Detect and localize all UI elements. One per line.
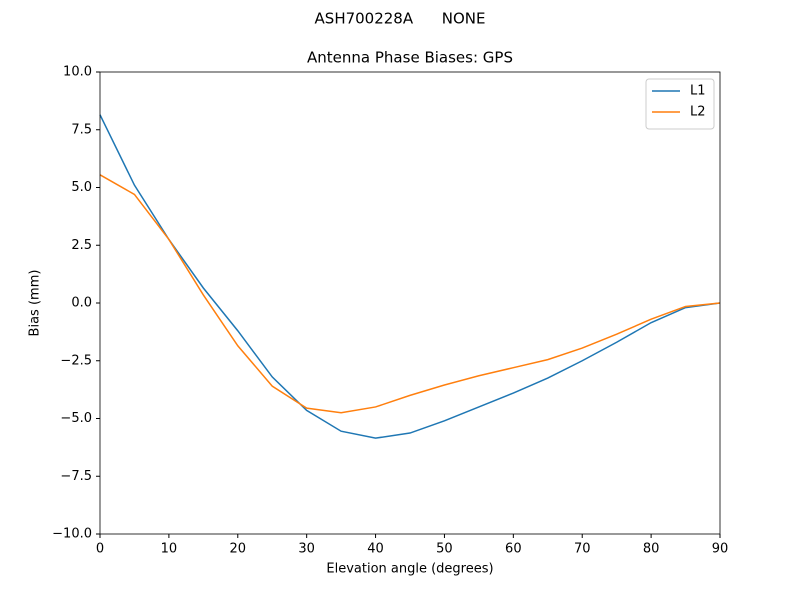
x-tick-label: 40 <box>367 542 384 557</box>
legend-label: L1 <box>690 84 706 99</box>
y-tick-label: 5.0 <box>71 180 92 195</box>
x-tick-label: 60 <box>505 542 522 557</box>
y-tick-label: −7.5 <box>60 469 92 484</box>
x-tick-label: 30 <box>298 542 315 557</box>
suptitle: ASH700228A NONE <box>315 10 486 28</box>
y-tick-label: 0.0 <box>71 296 92 311</box>
y-tick-label: −5.0 <box>60 411 92 426</box>
series-line <box>99 114 721 439</box>
y-tick-label: 10.0 <box>63 65 92 80</box>
y-tick-label: −10.0 <box>52 527 92 542</box>
series-line <box>99 174 721 414</box>
x-tick-label: 20 <box>230 542 247 557</box>
x-tick-label: 80 <box>643 542 660 557</box>
y-tick-label: 2.5 <box>71 238 92 253</box>
x-tick-label: 90 <box>712 542 729 557</box>
chart-title: Antenna Phase Biases: GPS <box>307 49 513 67</box>
legend-label: L2 <box>690 105 706 120</box>
x-tick-label: 0 <box>96 542 104 557</box>
x-axis-label: Elevation angle (degrees) <box>326 562 493 577</box>
plot-frame <box>99 71 721 535</box>
x-tick-label: 50 <box>436 542 453 557</box>
x-tick-label: 70 <box>574 542 591 557</box>
y-tick-label: 7.5 <box>71 122 92 137</box>
x-tick-label: 10 <box>161 542 178 557</box>
y-tick-label: −2.5 <box>60 353 92 368</box>
y-axis-label: Bias (mm) <box>28 270 43 337</box>
